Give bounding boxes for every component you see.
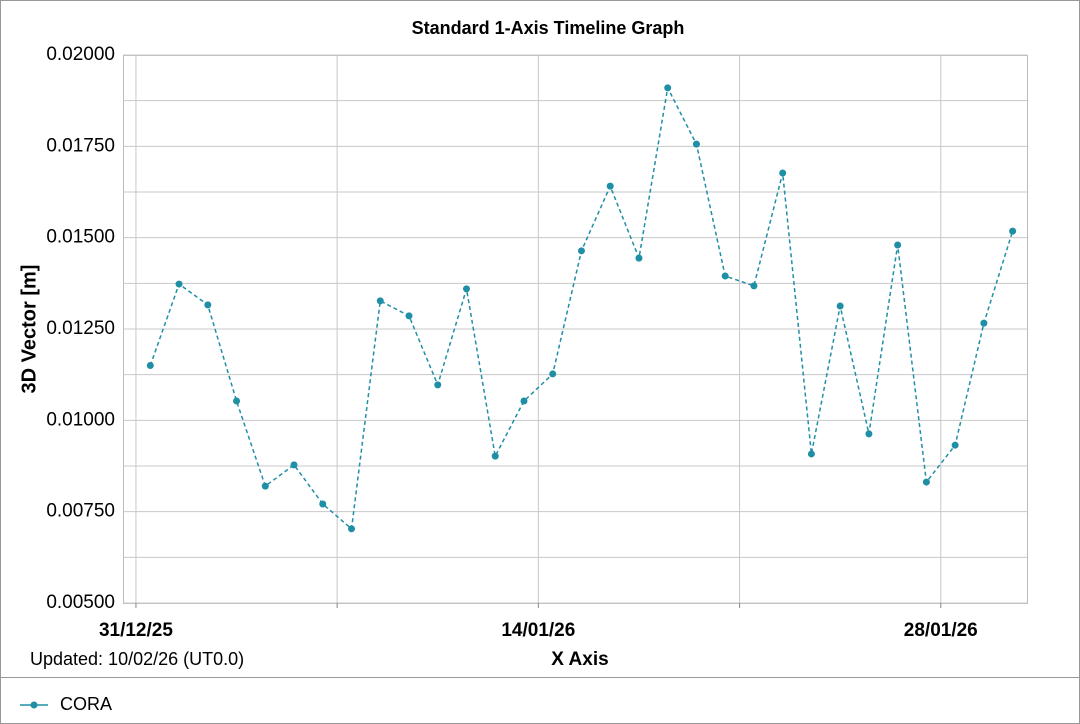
data-point [721,272,729,280]
data-point [549,370,557,378]
x-axis-label: X Axis [551,649,608,670]
data-point [405,312,413,320]
data-point [894,241,902,249]
data-point [520,397,528,405]
y-tick-label: 0.01000 [46,409,115,430]
data-point [635,254,643,262]
data-point [491,452,499,460]
y-tick-label: 0.00500 [46,592,115,613]
data-point [779,169,787,177]
data-point [692,140,700,148]
data-point [175,280,183,288]
data-point [922,478,930,486]
data-point [261,482,269,490]
y-tick-label: 0.02000 [46,44,115,65]
y-axis-label: 3D Vector [m] [18,265,40,394]
y-tick-label: 0.01250 [46,318,115,339]
data-point [348,525,356,533]
chart-title: Standard 1-Axis Timeline Graph [412,18,685,38]
data-point [146,362,154,370]
data-point [434,381,442,389]
data-point [980,319,988,327]
data-point [233,397,241,405]
x-tick-label: 28/01/26 [904,620,978,641]
data-point [836,302,844,310]
data-point [750,282,758,290]
y-tick-label: 0.01500 [46,227,115,248]
data-point [577,247,585,255]
data-point [462,285,470,293]
data-point [865,430,873,438]
legend-marker [30,701,38,709]
data-point [606,182,614,190]
data-point [807,450,815,458]
data-point [376,297,384,305]
y-tick-label: 0.01750 [46,135,115,156]
x-tick-label: 31/12/25 [99,620,173,641]
data-point [319,500,327,508]
data-point [290,461,298,469]
data-point [664,84,672,92]
data-point [1009,227,1017,235]
y-tick-label: 0.00750 [46,501,115,522]
data-point [951,441,959,449]
x-tick-label: 14/01/26 [501,620,575,641]
update-note: Updated: 10/02/26 (UT0.0) [30,649,244,669]
legend-label: CORA [60,694,112,714]
data-point [204,301,212,309]
